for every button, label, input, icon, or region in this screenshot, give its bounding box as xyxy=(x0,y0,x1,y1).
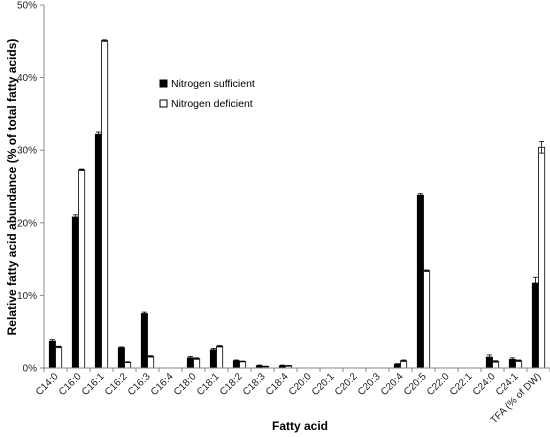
bar-deficient-C18-2 xyxy=(239,361,247,369)
error-bar xyxy=(401,359,407,362)
bar-sufficient-C16-2 xyxy=(117,347,125,369)
x-tick-label: C20:5 xyxy=(402,371,429,398)
x-axis-ticks: C14:0C16:0C16:1C16:2C16:3C16:4C18:0C18:1… xyxy=(34,368,550,426)
error-bar xyxy=(532,276,538,290)
bar-deficient-C14-0 xyxy=(55,346,63,369)
error-bar xyxy=(279,364,285,367)
y-tick-label: 0% xyxy=(23,364,38,375)
error-bar xyxy=(49,339,55,343)
legend-label-deficient: Nitrogen deficient xyxy=(171,98,253,110)
x-tick-label: C18:3 xyxy=(241,371,268,398)
error-bar xyxy=(148,355,154,358)
legend-swatch-deficient xyxy=(159,99,168,108)
x-tick-label: C16:0 xyxy=(57,371,84,398)
error-bar xyxy=(493,360,499,363)
x-tick-label: C24:0 xyxy=(471,371,498,398)
x-tick-label: C20:1 xyxy=(310,371,337,398)
error-bar xyxy=(118,346,124,349)
error-bar xyxy=(286,365,292,367)
y-axis-title: Relative fatty acid abundance (% of tota… xyxy=(5,39,19,336)
x-tick-label: C18:4 xyxy=(264,371,291,398)
bars-group xyxy=(48,39,546,369)
error-bar xyxy=(187,355,193,360)
error-bar xyxy=(125,361,131,363)
y-tick-label: 40% xyxy=(17,73,37,84)
error-bar xyxy=(417,193,423,198)
x-axis-title: Fatty acid xyxy=(272,419,328,433)
error-bar xyxy=(102,39,108,42)
x-tick-label: C18:0 xyxy=(172,371,199,398)
y-tick-label: 20% xyxy=(17,218,37,229)
x-tick-label: C16:1 xyxy=(80,371,107,398)
bar-deficient-TFA-of-DW- xyxy=(538,146,546,369)
error-bar xyxy=(516,359,522,362)
bar-deficient-C16-1 xyxy=(101,40,109,369)
x-tick-label: C16:3 xyxy=(126,371,153,398)
error-bar xyxy=(486,354,492,360)
bar-deficient-C16-2 xyxy=(124,361,132,369)
y-tick-label: 50% xyxy=(17,1,37,12)
y-axis-ticks: 0% 10% 20% 30% 40% 50% xyxy=(17,1,44,375)
error-bar xyxy=(263,365,269,368)
error-bar xyxy=(72,214,78,220)
x-tick-label: C18:2 xyxy=(218,371,245,398)
error-bar xyxy=(56,345,62,349)
legend-label-sufficient: Nitrogen sufficient xyxy=(171,78,255,90)
error-bar xyxy=(141,311,147,316)
error-bar xyxy=(79,168,85,171)
error-bar xyxy=(240,360,246,363)
error-bar xyxy=(394,363,400,366)
legend-swatch-sufficient xyxy=(159,79,168,88)
bar-sufficient-C16-0 xyxy=(71,216,79,369)
bar-deficient-C18-0 xyxy=(193,358,201,369)
x-tick-label: C20:0 xyxy=(287,371,314,398)
bar-sufficient-C18-1 xyxy=(209,349,217,369)
bar-sufficient-C14-0 xyxy=(48,340,56,369)
x-tick-label: C16:4 xyxy=(149,371,176,398)
y-tick-label: 10% xyxy=(17,291,37,302)
x-tick-label: C20:2 xyxy=(333,371,360,398)
error-bar xyxy=(256,364,262,367)
bar-sufficient-C16-1 xyxy=(94,133,102,369)
x-tick-label: C20:3 xyxy=(356,371,383,398)
bar-deficient-C18-1 xyxy=(216,345,224,369)
error-bar xyxy=(539,141,545,154)
bar-deficient-C16-3 xyxy=(147,355,155,369)
x-tick-label: C16:2 xyxy=(103,371,130,398)
bar-sufficient-TFA-of-DW- xyxy=(531,282,539,369)
error-bar xyxy=(194,357,200,360)
bar-deficient-C16-0 xyxy=(78,169,86,369)
bar-deficient-C20-5 xyxy=(423,270,431,369)
bar-sufficient-C16-3 xyxy=(140,313,148,369)
error-bar xyxy=(233,359,239,362)
x-tick-label: C20:4 xyxy=(379,371,406,398)
error-bar xyxy=(210,347,216,352)
x-tick-label: C22:1 xyxy=(448,371,475,398)
y-tick-label: 30% xyxy=(17,146,37,157)
x-tick-label: C14:0 xyxy=(34,371,61,398)
error-bar xyxy=(509,357,515,362)
legend: Nitrogen sufficient Nitrogen deficient xyxy=(159,78,255,110)
error-bar xyxy=(424,269,430,272)
x-tick-label: C22:0 xyxy=(425,371,452,398)
error-bar xyxy=(217,345,223,348)
error-bar xyxy=(95,131,101,137)
bar-sufficient-C20-5 xyxy=(416,194,424,369)
x-tick-label: C18:1 xyxy=(195,371,222,398)
